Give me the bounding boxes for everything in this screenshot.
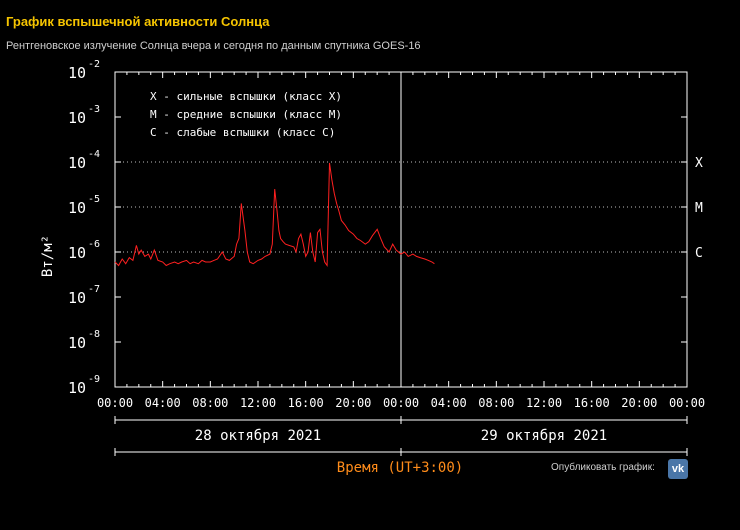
vk-logo-icon[interactable]: vk: [668, 459, 688, 479]
legend-entry: X - сильные вспышки (класс X): [150, 90, 342, 103]
y-tick-base: 10: [68, 154, 86, 172]
class-label: C: [695, 246, 703, 261]
x-tick-label: 16:00: [288, 396, 324, 410]
publish-label: Опубликовать график:: [551, 462, 655, 473]
y-tick-exponent: -8: [88, 329, 100, 340]
x-tick-label: 20:00: [621, 396, 657, 410]
class-label: X: [695, 156, 703, 171]
y-tick-base: 10: [68, 289, 86, 307]
date-label: 29 октября 2021: [481, 428, 607, 444]
x-tick-label: 12:00: [240, 396, 276, 410]
y-tick-base: 10: [68, 199, 86, 217]
x-axis-label: Время (UT+3:00): [337, 460, 463, 476]
y-axis-label: Вт/м²: [40, 235, 56, 277]
x-tick-label: 20:00: [335, 396, 371, 410]
y-tick-exponent: -5: [88, 194, 100, 205]
y-tick-exponent: -4: [88, 149, 100, 160]
xray-flux-line: [114, 162, 435, 268]
y-tick-exponent: -6: [88, 239, 100, 250]
y-tick-exponent: -3: [88, 104, 100, 115]
y-tick-base: 10: [68, 109, 86, 127]
class-label: M: [695, 201, 703, 216]
x-tick-label: 00:00: [669, 396, 705, 410]
y-tick-base: 10: [68, 64, 86, 82]
y-tick-base: 10: [68, 334, 86, 352]
x-tick-label: 08:00: [192, 396, 228, 410]
page-title: График вспышечной активности Солнца: [6, 14, 270, 29]
x-tick-label: 04:00: [145, 396, 181, 410]
y-tick-exponent: -9: [88, 374, 100, 385]
y-tick-exponent: -7: [88, 284, 100, 295]
x-tick-label: 08:00: [478, 396, 514, 410]
legend-entry: M - средние вспышки (класс M): [150, 108, 342, 121]
x-tick-label: 16:00: [574, 396, 610, 410]
y-tick-exponent: -2: [88, 59, 100, 70]
x-tick-label: 04:00: [431, 396, 467, 410]
y-tick-base: 10: [68, 244, 86, 262]
legend-entry: C - слабые вспышки (класс C): [150, 126, 335, 139]
x-tick-label: 00:00: [383, 396, 419, 410]
date-label: 28 октября 2021: [195, 428, 321, 444]
y-tick-base: 10: [68, 379, 86, 397]
page-subtitle: Рентгеновское излучение Солнца вчера и с…: [6, 40, 421, 52]
x-tick-label: 12:00: [526, 396, 562, 410]
x-tick-label: 00:00: [97, 396, 133, 410]
